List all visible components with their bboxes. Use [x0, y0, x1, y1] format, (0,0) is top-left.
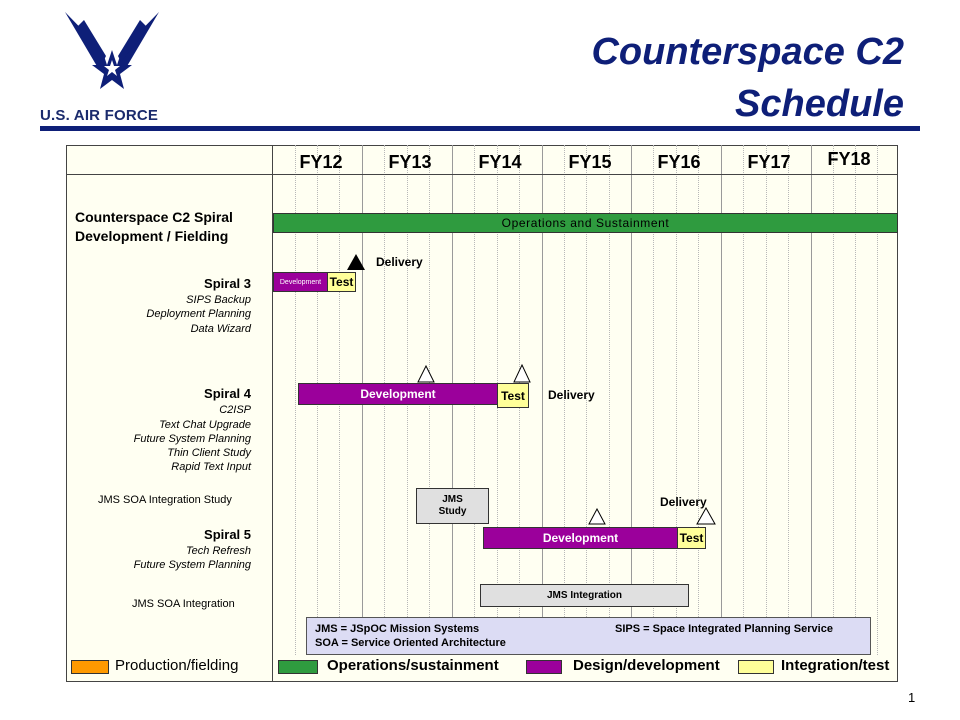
- spiral3-item: Deployment Planning: [146, 308, 251, 320]
- note-soa: SOA = Service Oriented Architecture: [315, 637, 506, 649]
- operations-sustainment-bar: Operations and Sustainment: [273, 213, 898, 233]
- spiral3-delivery-label: Delivery: [376, 255, 423, 269]
- jms-integration-bar: JMS Integration: [480, 584, 689, 607]
- spiral4-delivery-label: Delivery: [548, 388, 595, 402]
- fy-header-fy16: FY16: [657, 152, 701, 172]
- legend-integration-label: Integration/test: [781, 657, 890, 674]
- legend-production-swatch: [71, 660, 109, 674]
- header-rule: [40, 126, 920, 131]
- spiral5-item: Tech Refresh: [185, 545, 251, 557]
- spiral5-delivery-milestone-icon: [696, 507, 716, 525]
- spiral3-item: SIPS Backup: [186, 294, 251, 306]
- spiral-program-label-line1: Counterspace C2 Spiral: [75, 209, 233, 225]
- fy-header-fy12: FY12: [299, 152, 343, 172]
- note-sips: SIPS = Space Integrated Planning Service: [615, 623, 833, 635]
- spiral4-test-bar: Test: [497, 383, 529, 408]
- spiral3-development-bar: Development: [273, 272, 328, 292]
- spiral-program-label-line2: Development / Fielding: [75, 228, 229, 244]
- spiral5-delivery-label: Delivery: [660, 495, 707, 509]
- label-column-separator: [272, 145, 273, 682]
- acronym-notes-box: JMS = JSpOC Mission Systems SOA = Servic…: [306, 617, 871, 655]
- fy-header-fy18: FY18: [827, 149, 871, 169]
- legend-design-swatch: [526, 660, 562, 674]
- page-title-line2: Schedule: [735, 83, 904, 125]
- spiral-program-label: Counterspace C2 Spiral Development / Fie…: [75, 208, 233, 246]
- jms-study-bar: JMS Study: [416, 488, 489, 524]
- fy-header-fy17: FY17: [747, 152, 791, 172]
- jms-integration-label: JMS SOA Integration: [132, 598, 235, 610]
- legend-operations-swatch: [278, 660, 318, 674]
- legend-operations-label: Operations/sustainment: [327, 657, 499, 674]
- fy-header-fy13: FY13: [388, 152, 432, 172]
- spiral5-development-bar: Development: [483, 527, 678, 549]
- spiral3-item: Data Wizard: [190, 323, 251, 335]
- air-force-logo: [62, 10, 162, 100]
- jms-study-bar-line2: Study: [438, 506, 467, 517]
- spiral4-milestone-icon: [417, 365, 435, 383]
- spiral4-delivery-milestone-icon: [513, 364, 531, 383]
- air-force-wings-icon: [65, 12, 159, 89]
- header-separator: [66, 174, 898, 175]
- legend-design-label: Design/development: [573, 657, 720, 674]
- spiral4-item: Thin Client Study: [167, 447, 251, 459]
- spiral4-item: Rapid Text Input: [171, 461, 251, 473]
- spiral3-delivery-milestone-icon: [347, 254, 365, 270]
- jms-study-bar-line1: JMS: [442, 494, 463, 505]
- spiral4-item: Text Chat Upgrade: [159, 419, 251, 431]
- page-number: 1: [908, 690, 916, 705]
- spiral4-development-bar: Development: [298, 383, 498, 405]
- fy-header-fy15: FY15: [568, 152, 612, 172]
- spiral5-title: Spiral 5: [204, 527, 251, 542]
- spiral5-item: Future System Planning: [133, 559, 251, 571]
- spiral4-item: C2ISP: [219, 404, 251, 416]
- legend-integration-swatch: [738, 660, 774, 674]
- spiral4-item: Future System Planning: [133, 433, 251, 445]
- fy-header-fy14: FY14: [478, 152, 522, 172]
- page-title-line1: Counterspace C2: [591, 31, 904, 73]
- spiral5-test-bar: Test: [677, 527, 706, 549]
- spiral3-title: Spiral 3: [204, 276, 251, 291]
- spiral3-test-bar: Test: [327, 272, 356, 292]
- spiral4-title: Spiral 4: [204, 386, 251, 401]
- legend-production-label: Production/fielding: [115, 657, 239, 674]
- spiral5-milestone-icon: [588, 508, 606, 525]
- jms-study-label: JMS SOA Integration Study: [98, 494, 232, 506]
- logo-text: U.S. AIR FORCE: [40, 107, 159, 124]
- note-jms: JMS = JSpOC Mission Systems: [315, 623, 480, 635]
